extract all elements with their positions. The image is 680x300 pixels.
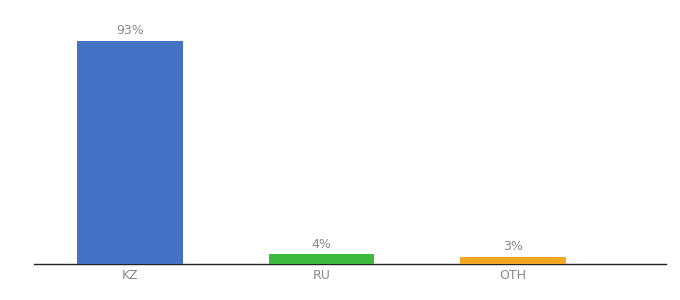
Text: 93%: 93% xyxy=(116,24,143,37)
Text: 4%: 4% xyxy=(311,238,331,251)
Bar xyxy=(460,257,566,264)
Bar xyxy=(77,41,182,264)
Text: 3%: 3% xyxy=(503,240,523,253)
Bar xyxy=(269,254,374,264)
